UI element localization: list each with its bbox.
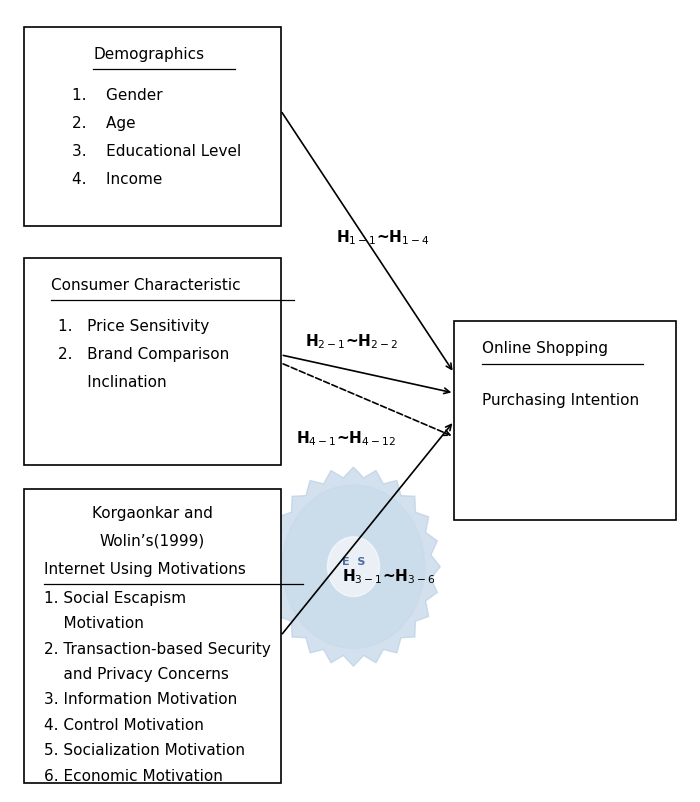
Text: Inclination: Inclination [58, 375, 167, 390]
Text: 1.    Gender: 1. Gender [72, 88, 163, 103]
Bar [454, 322, 676, 520]
Bar [24, 26, 281, 226]
Text: 2.   Brand Comparison: 2. Brand Comparison [58, 346, 230, 362]
Text: 6. Economic Motivation: 6. Economic Motivation [44, 769, 223, 784]
Text: Consumer Characteristic: Consumer Characteristic [51, 277, 241, 293]
Text: 2. Transaction-based Security: 2. Transaction-based Security [44, 642, 271, 657]
Text: Online Shopping: Online Shopping [482, 342, 608, 356]
Text: Internet Using Motivations: Internet Using Motivations [44, 562, 246, 577]
Text: Purchasing Intention: Purchasing Intention [482, 393, 639, 408]
Text: 3.    Educational Level: 3. Educational Level [72, 144, 242, 159]
Text: 4. Control Motivation: 4. Control Motivation [44, 718, 204, 733]
Bar [24, 488, 281, 784]
Text: Wolin’s(1999): Wolin’s(1999) [99, 533, 204, 549]
Text: 2.    Age: 2. Age [72, 115, 136, 131]
Text: 5. Socialization Motivation: 5. Socialization Motivation [44, 743, 246, 759]
Text: H$_{4-1}$~H$_{4-12}$: H$_{4-1}$~H$_{4-12}$ [296, 429, 396, 448]
Text: and Privacy Concerns: and Privacy Concerns [44, 667, 230, 682]
Circle shape [328, 537, 379, 597]
Text: 4.    Income: 4. Income [72, 172, 162, 187]
Text: H$_{1-1}$~H$_{1-4}$: H$_{1-1}$~H$_{1-4}$ [336, 229, 430, 247]
Text: H$_{2-1}$~H$_{2-2}$: H$_{2-1}$~H$_{2-2}$ [305, 333, 398, 351]
Text: H$_{3-1}$~H$_{3-6}$: H$_{3-1}$~H$_{3-6}$ [342, 567, 435, 585]
Text: Demographics: Demographics [93, 47, 204, 62]
Text: Korgaonkar and: Korgaonkar and [92, 506, 213, 521]
Text: 3. Information Motivation: 3. Information Motivation [44, 692, 238, 707]
Text: 1. Social Escapism: 1. Social Escapism [44, 590, 187, 606]
Text: E  S: E S [342, 557, 365, 567]
Text: Motivation: Motivation [44, 616, 144, 631]
Polygon shape [267, 467, 440, 666]
Text: 1.   Price Sensitivity: 1. Price Sensitivity [58, 319, 209, 334]
Bar [24, 257, 281, 464]
Circle shape [282, 485, 425, 648]
